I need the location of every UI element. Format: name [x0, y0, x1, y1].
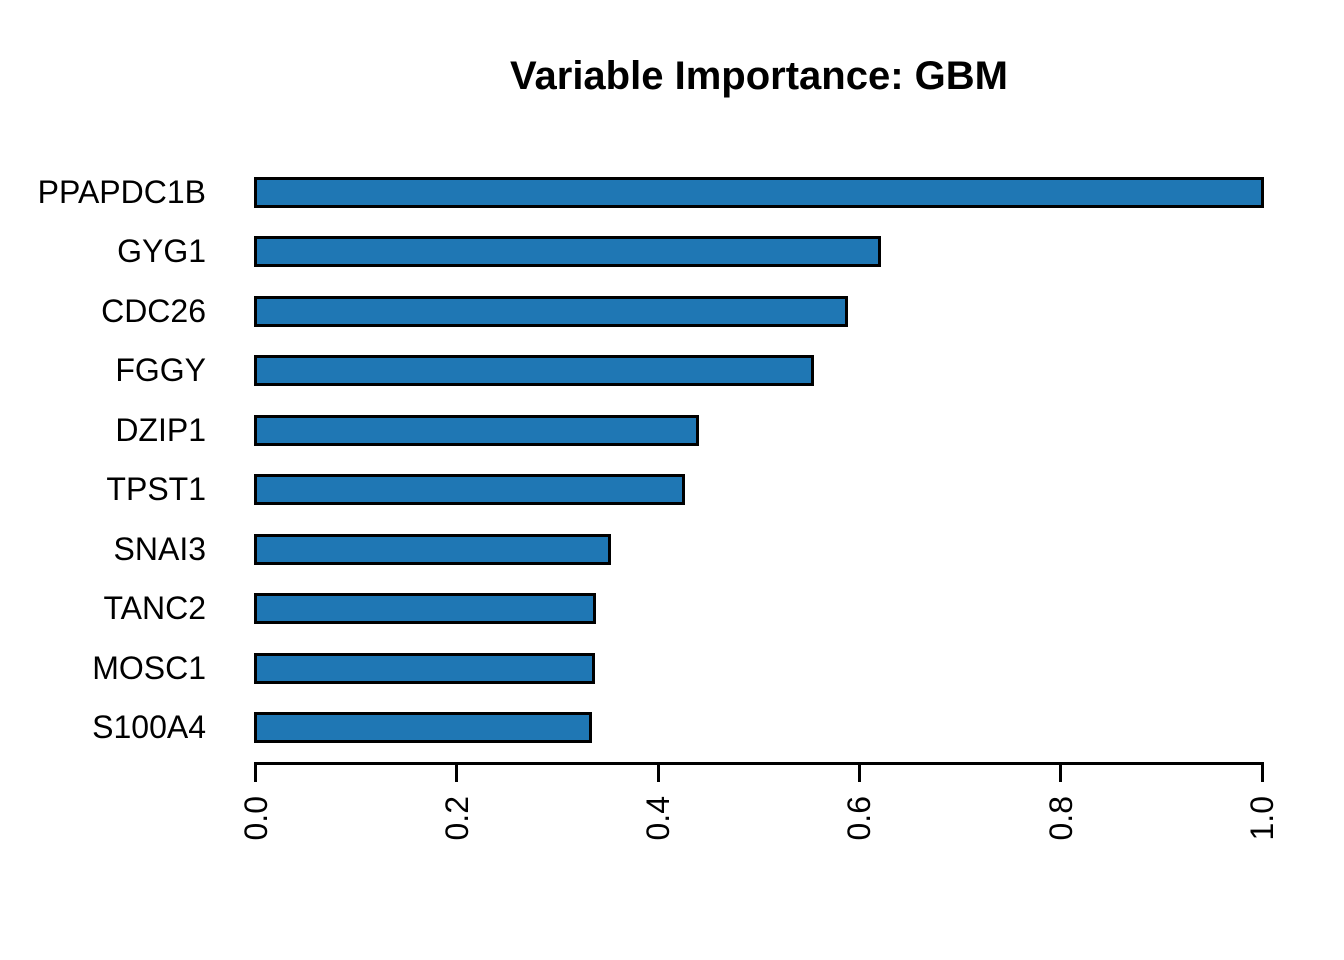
bar-DZIP1 — [254, 414, 699, 446]
category-label-TANC2: TANC2 — [103, 590, 206, 627]
x-tick-label-0.0: 0.0 — [237, 796, 274, 841]
category-label-DZIP1: DZIP1 — [115, 411, 206, 448]
category-label-MOSC1: MOSC1 — [92, 649, 206, 686]
x-tick-0.2 — [455, 765, 459, 782]
category-label-CDC26: CDC26 — [101, 292, 206, 329]
bar-S100A4 — [254, 711, 593, 743]
x-axis-line — [254, 762, 1264, 765]
x-tick-label-0.2: 0.2 — [438, 796, 475, 841]
bar-MOSC1 — [254, 652, 596, 684]
x-tick-label-0.8: 0.8 — [1042, 796, 1079, 841]
x-tick-label-0.4: 0.4 — [640, 796, 677, 841]
category-label-FGGY: FGGY — [115, 352, 206, 389]
x-tick-label-1.0: 1.0 — [1244, 796, 1280, 841]
category-label-SNAI3: SNAI3 — [113, 530, 206, 567]
category-label-S100A4: S100A4 — [92, 708, 206, 745]
bar-TPST1 — [254, 474, 685, 506]
bar-PPAPDC1B — [254, 177, 1264, 208]
x-tick-label-0.6: 0.6 — [841, 796, 878, 841]
x-tick-0.4 — [656, 765, 660, 782]
bar-GYG1 — [254, 236, 882, 268]
x-tick-0.6 — [857, 765, 861, 782]
x-tick-0.0 — [254, 765, 257, 782]
bar-SNAI3 — [254, 533, 612, 565]
category-label-GYG1: GYG1 — [117, 233, 206, 270]
bar-FGGY — [254, 355, 814, 387]
chart-title: Variable Importance: GBM — [510, 54, 1008, 98]
x-tick-0.8 — [1059, 765, 1063, 782]
category-label-TPST1: TPST1 — [106, 471, 206, 508]
category-label-PPAPDC1B: PPAPDC1B — [37, 174, 206, 210]
x-tick-1.0 — [1260, 765, 1264, 782]
bar-CDC26 — [254, 295, 848, 327]
bar-TANC2 — [254, 593, 597, 625]
